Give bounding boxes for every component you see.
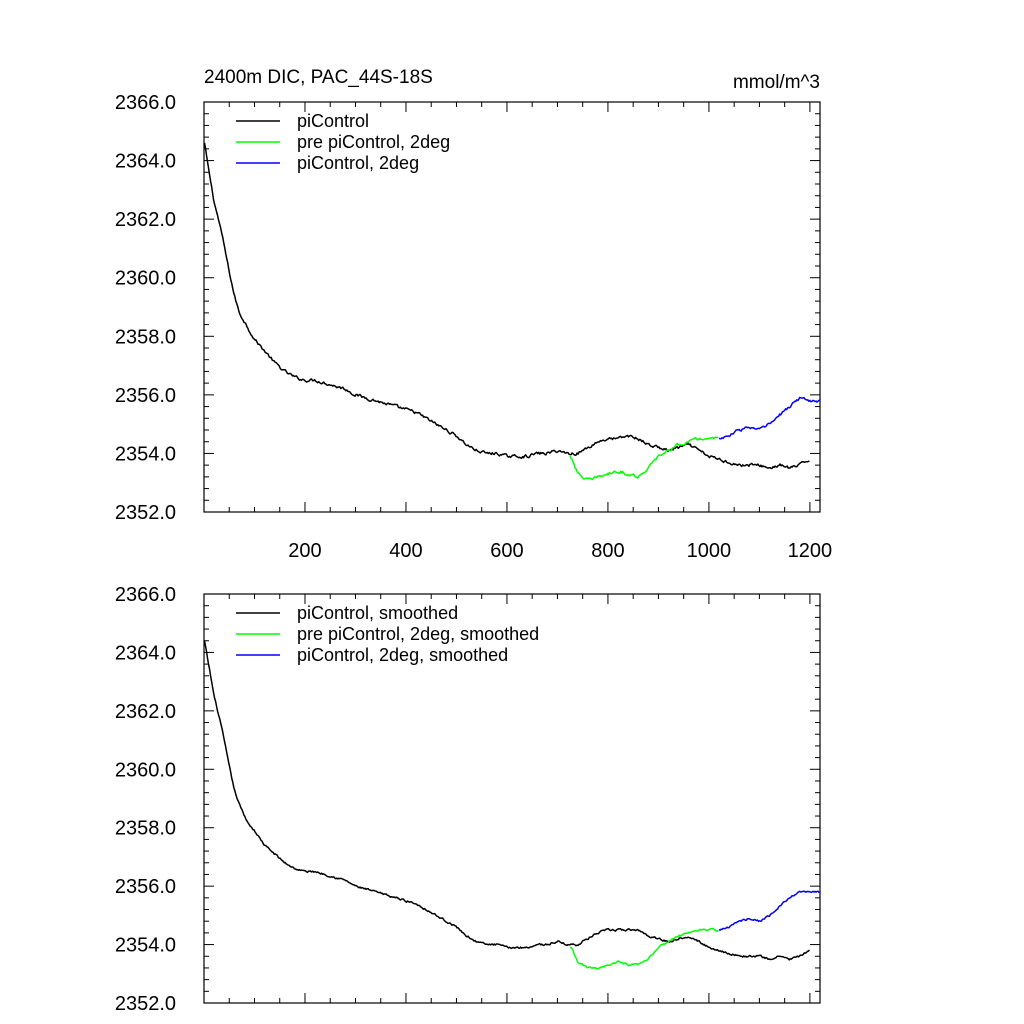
y-tick-label: 2366.0 [115, 92, 176, 114]
y-tick-label: 2362.0 [115, 209, 176, 231]
y-tick-label: 2356.0 [115, 385, 176, 407]
series-line-picontrol-2deg [718, 396, 820, 440]
y-tick-label: 2362.0 [115, 701, 176, 723]
series-line-picontrol-smoothed [204, 640, 810, 961]
chart-panel-2: 2352.0 2354.0 2356.0 2358.0 2360.0 2362.0 2364… [115, 584, 821, 1015]
y-tick-label: 2364.0 [115, 151, 176, 173]
y-tick-label: 2354.0 [115, 443, 176, 465]
plot-frame [203, 593, 821, 1004]
x-tick-label: 200 [288, 540, 321, 562]
series-line-picontrol-2deg-smoothed [718, 890, 820, 931]
y-tick-label: 2364.0 [115, 642, 176, 664]
legend-label: piControl [297, 111, 369, 131]
x-tick-label: 400 [389, 540, 422, 562]
series-line-picontrol [204, 142, 810, 470]
y-tick-label: 2358.0 [115, 818, 176, 840]
legend-label: piControl, 2deg, smoothed [297, 645, 508, 665]
y-tick-label: 2360.0 [115, 759, 176, 781]
x-tick-label: 800 [591, 540, 624, 562]
legend-label: piControl, 2deg [297, 153, 419, 173]
series-line-pre-picontrol-2deg [569, 436, 719, 481]
units-label: mmol/m^3 [733, 72, 820, 93]
y-tick-label: 2352.0 [115, 993, 176, 1015]
chart-title: 2400m DIC, PAC_44S-18S [204, 67, 433, 88]
series-line-pre-picontrol-2deg-smoothed [569, 927, 719, 970]
legend-label: pre piControl, 2deg [297, 132, 450, 152]
chart-panel-1: 2352.0 2354.0 2356.0 2358.0 2360.0 2362.0 2364… [115, 67, 832, 562]
y-tick-label: 2354.0 [115, 935, 176, 957]
y-tick-label: 2366.0 [115, 584, 176, 606]
y-tick-label: 2360.0 [115, 268, 176, 290]
y-tick-label: 2358.0 [115, 326, 176, 348]
plot-frame [203, 101, 821, 513]
x-tick-label: 1200 [788, 540, 833, 562]
x-tick-label: 1000 [687, 540, 732, 562]
x-tick-label: 600 [490, 540, 523, 562]
y-tick-label: 2356.0 [115, 876, 176, 898]
legend-label: pre piControl, 2deg, smoothed [297, 624, 539, 644]
y-tick-label: 2352.0 [115, 502, 176, 524]
legend-label: piControl, smoothed [297, 603, 458, 623]
